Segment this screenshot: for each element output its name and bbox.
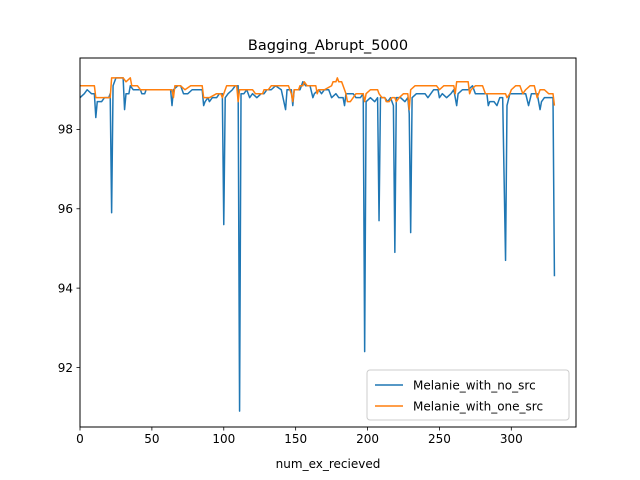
y-tick-label: 94 (58, 281, 73, 295)
x-tick-label: 250 (428, 432, 451, 446)
legend-label: Melanie_with_one_src (413, 399, 543, 413)
x-axis-label: num_ex_recieved (276, 457, 381, 471)
x-tick-label: 200 (356, 432, 379, 446)
series-line-Melanie_with_one_src (80, 77, 556, 111)
x-tick-label: 0 (76, 432, 84, 446)
x-axis-ticks: 0 50 100 150 200 250 300 (76, 427, 523, 446)
x-tick-label: 50 (144, 432, 159, 446)
y-tick-label: 96 (58, 202, 73, 216)
series-layer (80, 77, 556, 412)
chart-title: Bagging_Abrupt_5000 (248, 38, 408, 54)
x-tick-label: 150 (284, 432, 307, 446)
legend-box (366, 369, 570, 421)
y-tick-label: 98 (58, 123, 73, 137)
y-tick-label: 92 (58, 361, 73, 375)
plot-area-frame (79, 57, 577, 428)
legend-label: Melanie_with_no_src (413, 378, 536, 392)
y-axis-ticks: 92 94 96 98 (58, 123, 80, 375)
x-tick-label: 300 (500, 432, 523, 446)
x-tick-label: 100 (212, 432, 235, 446)
legend: Melanie_with_no_src Melanie_with_one_src (366, 369, 570, 421)
